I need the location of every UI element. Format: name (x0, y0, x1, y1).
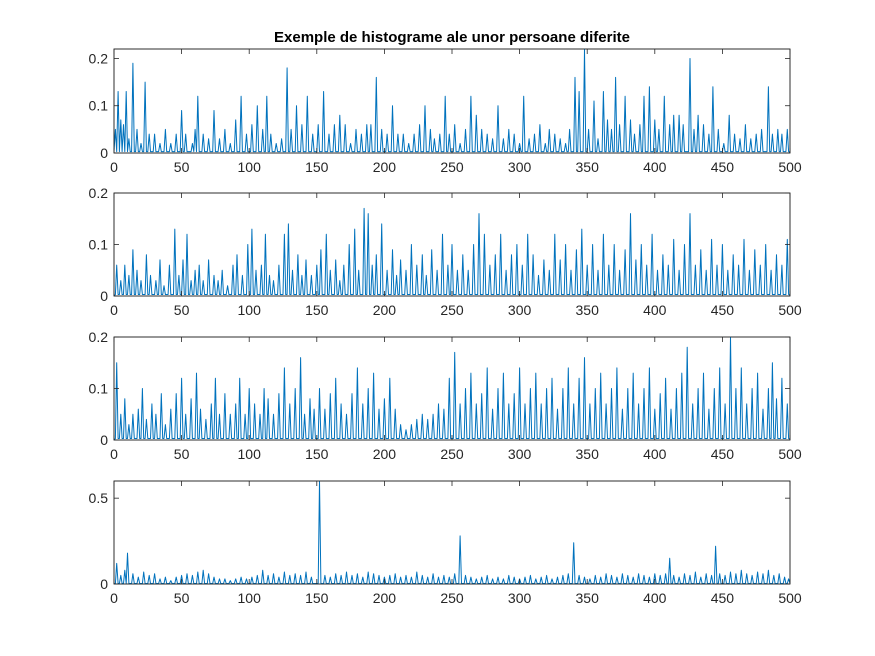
x-tick-label: 450 (711, 590, 735, 606)
x-tick-label: 0 (110, 159, 118, 175)
x-tick-label: 50 (174, 302, 190, 318)
y-tick-label: 0.1 (89, 381, 109, 397)
x-tick-label: 500 (778, 159, 802, 175)
x-tick-label: 50 (174, 446, 190, 462)
y-tick-label: 0 (100, 432, 108, 448)
subplot-2: 0 50 100 150 200 250 300 350 400 450 500 0 0.1 0.2 (89, 185, 802, 318)
x-tick-label: 100 (238, 159, 262, 175)
x-tick-label: 450 (711, 302, 735, 318)
x-tick-label: 250 (440, 590, 464, 606)
x-tick-label: 400 (643, 590, 667, 606)
x-tick-label: 300 (508, 302, 532, 318)
x-tick-label: 50 (174, 590, 190, 606)
y-tick-label: 0 (100, 145, 108, 161)
x-tick-label: 0 (110, 590, 118, 606)
axes-box (113, 48, 791, 154)
x-tick-label: 50 (174, 159, 190, 175)
x-tick-label: 500 (778, 590, 802, 606)
y-tick-label: 0 (100, 288, 108, 304)
histogram-line (113, 48, 791, 153)
y-tick-label: 0.2 (89, 329, 109, 345)
y-tick-label: 0 (100, 576, 108, 592)
x-tick-label: 450 (711, 446, 735, 462)
x-tick-label: 200 (373, 446, 397, 462)
x-tick-label: 400 (643, 446, 667, 462)
histogram-line (113, 336, 791, 441)
x-tick-label: 250 (440, 302, 464, 318)
x-tick-label: 250 (440, 446, 464, 462)
x-tick-label: 350 (576, 302, 600, 318)
x-tick-label: 450 (711, 159, 735, 175)
x-tick-label: 150 (305, 302, 329, 318)
x-tick-label: 500 (778, 302, 802, 318)
subplot-4: 0 50 100 150 200 250 300 350 400 450 500 0 0.5 (89, 480, 802, 606)
x-tick-label: 300 (508, 446, 532, 462)
y-tick-label: 0.2 (89, 185, 109, 201)
x-tick-label: 400 (643, 159, 667, 175)
x-tick-label: 350 (576, 446, 600, 462)
x-tick-label: 150 (305, 159, 329, 175)
x-tick-label: 150 (305, 590, 329, 606)
histogram-line (113, 480, 791, 585)
histogram-line (113, 207, 791, 297)
y-tick-label: 0.1 (89, 98, 109, 114)
x-tick-label: 200 (373, 159, 397, 175)
x-tick-label: 350 (576, 590, 600, 606)
x-tick-label: 150 (305, 446, 329, 462)
x-tick-label: 100 (238, 590, 262, 606)
x-tick-label: 300 (508, 159, 532, 175)
x-tick-label: 250 (440, 159, 464, 175)
axes-box (113, 480, 791, 585)
x-tick-label: 100 (238, 302, 262, 318)
x-tick-label: 100 (238, 446, 262, 462)
x-tick-label: 0 (110, 446, 118, 462)
x-tick-label: 0 (110, 302, 118, 318)
y-tick-label: 0.2 (89, 50, 109, 66)
y-tick-label: 0.1 (89, 237, 109, 253)
y-tick-label: 0.5 (89, 490, 109, 506)
x-tick-label: 400 (643, 302, 667, 318)
x-tick-label: 350 (576, 159, 600, 175)
x-tick-label: 200 (373, 302, 397, 318)
subplot-3: 0 50 100 150 200 250 300 350 400 450 500 0 0.1 0.2 (89, 329, 802, 462)
figure-title: Exemple de histograme ale unor persoane … (274, 29, 630, 46)
subplot-1: 0 50 100 150 200 250 300 350 400 450 500 0 0.1 0.2 (89, 48, 802, 175)
x-tick-label: 300 (508, 590, 532, 606)
x-tick-label: 500 (778, 446, 802, 462)
x-tick-label: 200 (373, 590, 397, 606)
